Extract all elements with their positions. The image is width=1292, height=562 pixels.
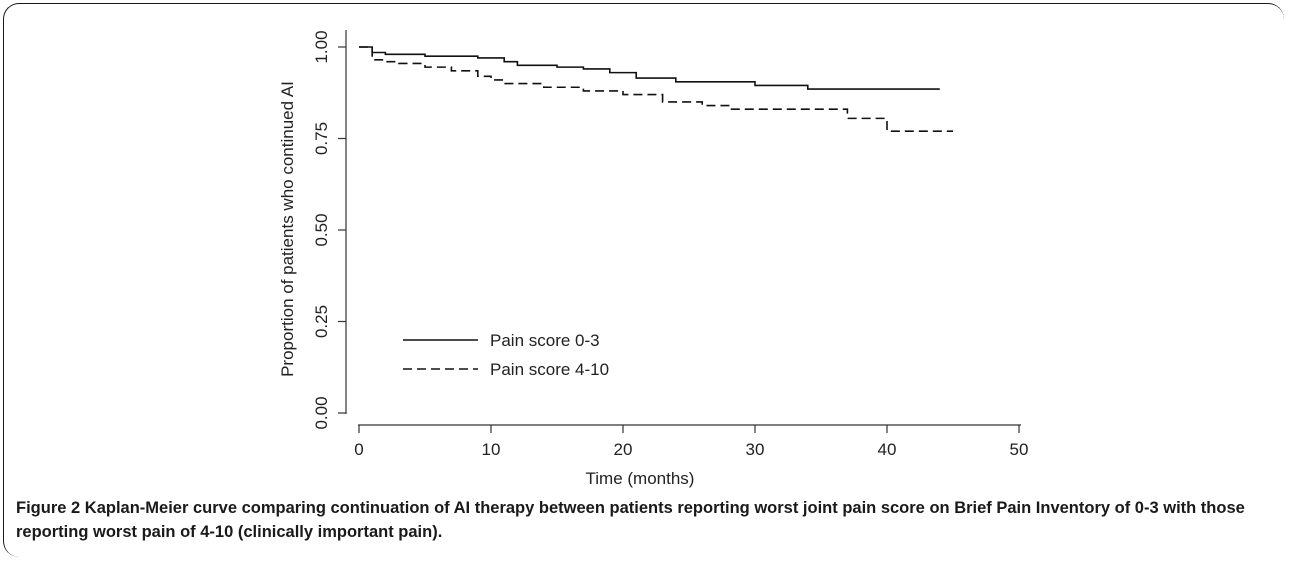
y-tick-label: 0.75: [312, 122, 331, 155]
legend-label-1: Pain score 0-3: [490, 331, 600, 350]
figure-label: Figure 2: [16, 499, 81, 517]
chart-ticks: 0 10 20 30 40 50 0.00 0.25 0.50 0.75 1.00: [312, 30, 1028, 459]
x-tick-label: 0: [354, 440, 363, 459]
kaplan-meier-chart: 0 10 20 30 40 50 0.00 0.25 0.50 0.75 1.00 Pain sco…: [278, 30, 1028, 488]
y-axis-label: Proportion of patients who continued AI: [278, 81, 297, 377]
y-tick-label: 0.25: [312, 305, 331, 338]
y-tick-label: 0.50: [312, 213, 331, 246]
x-axis-label: Time (months): [586, 469, 695, 488]
x-tick-label: 50: [1010, 440, 1029, 459]
chart-legend: Pain score 0-3 Pain score 4-10: [403, 331, 609, 379]
y-tick-label: 1.00: [312, 30, 331, 63]
x-tick-label: 30: [746, 440, 765, 459]
y-tick-label: 0.00: [312, 396, 331, 429]
caption-text: Kaplan-Meier curve comparing continuatio…: [16, 499, 1245, 541]
figure-caption: Figure 2 Kaplan-Meier curve comparing co…: [16, 496, 1256, 544]
x-tick-label: 20: [614, 440, 633, 459]
legend-label-2: Pain score 4-10: [490, 360, 609, 379]
series-line-2: [359, 46, 953, 132]
x-tick-label: 40: [878, 440, 897, 459]
series-line-1: [359, 46, 940, 90]
x-tick-label: 10: [482, 440, 501, 459]
chart-series: [359, 46, 953, 132]
figure-frame: [3, 3, 1284, 557]
chart-axes: [345, 30, 1021, 426]
